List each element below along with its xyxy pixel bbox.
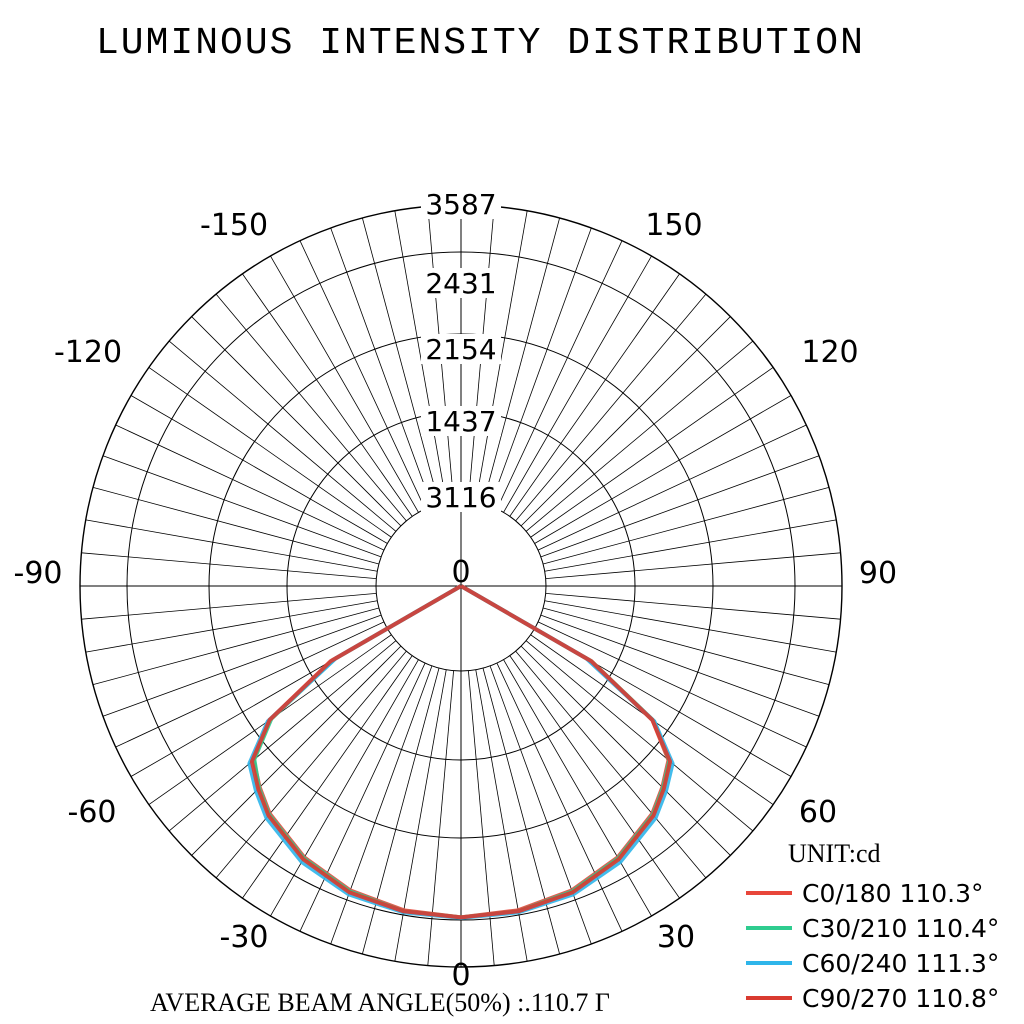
angle-label: -150 <box>200 208 268 243</box>
radial-tick-bg <box>421 189 501 219</box>
grid-spoke <box>102 455 382 558</box>
grid-spoke <box>509 273 680 517</box>
angle-label: 90 <box>859 556 897 591</box>
grid-spoke <box>330 227 433 507</box>
radial-tick-bg <box>421 482 501 512</box>
grid-spoke <box>525 640 754 832</box>
grid-spoke <box>362 217 440 504</box>
radial-tick-labels: 3587 2431 2154 1437 3116 <box>421 188 501 514</box>
angle-label: 150 <box>645 208 702 243</box>
grid-spoke <box>85 519 378 572</box>
grid-spoke <box>544 600 837 653</box>
grid-spoke <box>515 650 707 879</box>
grid-spoke <box>427 670 454 966</box>
angle-label: 0 <box>451 555 470 590</box>
grid-spoke <box>503 659 652 917</box>
grid-spoke <box>468 670 495 966</box>
legend-entry: C60/240 111.3° <box>802 949 999 978</box>
grid-spoke <box>115 621 385 748</box>
grid-spoke <box>362 668 440 955</box>
grid-spoke <box>509 655 680 899</box>
radial-tick-bg <box>421 268 501 298</box>
grid-spoke <box>515 293 707 522</box>
chart-title: LUMINOUS INTENSITY DISTRIBUTION <box>96 22 865 65</box>
grid-spoke <box>540 614 820 717</box>
grid-spoke <box>168 340 397 532</box>
grid-spoke <box>299 240 426 510</box>
radial-tick-label: 2431 <box>425 267 496 300</box>
grid-spoke <box>503 255 652 513</box>
radial-tick-bg <box>421 334 501 364</box>
grid-spoke <box>242 655 413 899</box>
grid-spoke <box>520 316 731 527</box>
grid-spoke <box>81 593 377 620</box>
legend: UNIT:cd C0/180 110.3° C30/210 110.4° C60/24… <box>746 839 999 1013</box>
angle-label: -120 <box>54 335 122 370</box>
angle-label: 30 <box>657 920 695 955</box>
grid-spoke <box>242 273 413 517</box>
angle-label: -90 <box>14 556 63 591</box>
grid-spoke <box>92 487 379 565</box>
angle-label: -30 <box>220 920 269 955</box>
grid-spoke <box>496 240 623 510</box>
grid-spoke <box>543 487 830 565</box>
grid-spoke <box>270 255 419 513</box>
grid-spoke <box>545 552 841 579</box>
angle-label: 0 <box>451 958 470 993</box>
grid-spoke <box>534 395 792 544</box>
radial-tick-bg <box>421 406 501 436</box>
angle-label: 120 <box>801 335 858 370</box>
grid-spoke <box>489 227 592 507</box>
radial-tick-label: 1437 <box>425 405 496 438</box>
grid-spoke <box>270 659 419 917</box>
grid-spoke <box>530 367 774 538</box>
grid-spoke <box>102 614 382 717</box>
grid-spoke <box>215 650 407 879</box>
legend-entry: C30/210 110.4° <box>802 914 999 943</box>
grid-spoke <box>148 367 392 538</box>
grid-spoke <box>525 340 754 532</box>
grid-spoke <box>215 293 407 522</box>
grid-spoke <box>545 593 841 620</box>
grid-spoke <box>475 210 528 503</box>
average-beam-angle: AVERAGE BEAM ANGLE(50%) :.110.7 Γ <box>150 988 610 1017</box>
grid-spoke <box>482 217 560 504</box>
grid-spoke <box>115 424 385 551</box>
grid-spoke <box>85 600 378 653</box>
grid-spoke <box>537 621 807 748</box>
angle-label: -60 <box>68 795 117 830</box>
grid-spoke <box>92 607 379 685</box>
grid-spoke <box>299 662 426 932</box>
grid-spoke <box>540 455 820 558</box>
grid-spoke <box>537 424 807 551</box>
grid-spoke <box>496 662 623 932</box>
grid-spoke <box>191 316 402 527</box>
grid-spoke <box>543 607 830 685</box>
unit-label: UNIT:cd <box>788 839 881 868</box>
grid-spoke <box>544 519 837 572</box>
radial-tick-label: 3116 <box>425 481 496 514</box>
grid-spoke <box>394 210 447 503</box>
grid-spoke <box>191 645 402 856</box>
series-line <box>249 584 673 920</box>
grid-spoke <box>489 665 592 945</box>
legend-entry: C0/180 110.3° <box>802 879 984 908</box>
grid-spoke <box>130 395 388 544</box>
angle-labels: 0 30 60 90 120 150 -150 -120 -90 -60 -30 0 <box>14 208 898 993</box>
grid-spoke <box>482 668 560 955</box>
radial-tick-label: 2154 <box>425 333 496 366</box>
grid-spoke <box>330 665 433 945</box>
grid-spoke <box>81 552 377 579</box>
angle-label: 60 <box>799 795 837 830</box>
grid-spoke <box>520 645 731 856</box>
series-lines <box>247 584 675 920</box>
grid-spoke <box>168 640 397 832</box>
radial-tick-label: 3587 <box>425 188 496 221</box>
legend-entry: C90/270 110.8° <box>802 984 999 1013</box>
